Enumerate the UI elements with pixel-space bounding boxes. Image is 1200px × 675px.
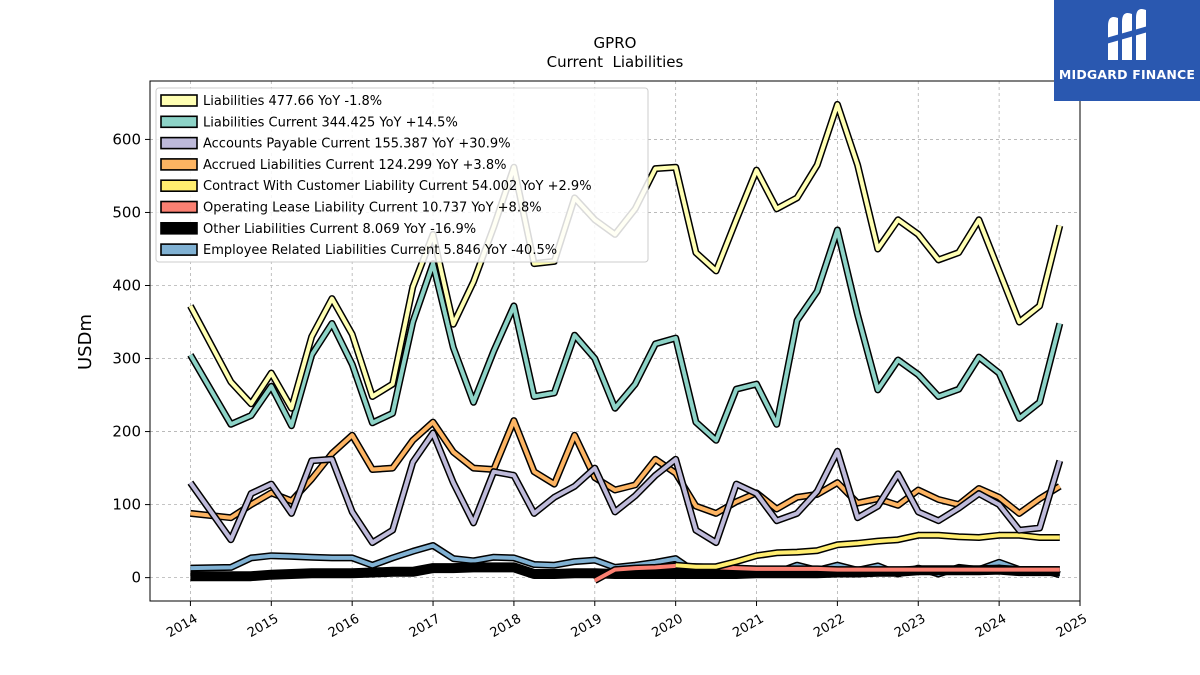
chart-title: GPRO — [594, 34, 637, 52]
legend-label: Liabilities 477.66 YoY -1.8% — [203, 94, 382, 109]
legend-label: Liabilities Current 344.425 YoY +14.5% — [203, 115, 458, 130]
legend-swatch — [160, 94, 198, 107]
series-operating-lease-liability-current — [593, 562, 1060, 584]
y-tick-label: 0 — [131, 569, 141, 587]
y-tick-label: 600 — [112, 130, 141, 148]
legend-item: Liabilities Current 344.425 YoY +14.5% — [160, 115, 458, 130]
series-line — [188, 228, 1062, 443]
series-liabilities-current — [187, 226, 1064, 444]
series-contract-with-customer-liability-current — [675, 531, 1060, 571]
x-tick-label: 2020 — [649, 611, 685, 641]
legend-swatch — [160, 222, 198, 235]
y-tick-label: 400 — [112, 276, 141, 294]
midgard-m-icon — [1106, 9, 1148, 60]
legend-swatch — [160, 179, 198, 192]
series-line — [188, 431, 1062, 545]
legend-item: Employee Related Liabilities Current 5.8… — [160, 243, 557, 258]
legend-swatch — [160, 200, 198, 214]
series-line — [593, 563, 1060, 583]
x-tick-label: 2025 — [1054, 611, 1090, 641]
x-tick-label: 2017 — [407, 611, 443, 641]
series-accrued-liabilities-current — [190, 417, 1062, 522]
legend-item: Operating Lease Liability Current 10.737… — [160, 200, 542, 216]
x-tick-label: 2021 — [730, 611, 766, 641]
legend-item: Liabilities 477.66 YoY -1.8% — [160, 94, 382, 109]
legend-swatch — [160, 136, 198, 150]
plot-frame — [149, 80, 1081, 602]
legend-label: Accounts Payable Current 155.387 YoY +30… — [203, 137, 511, 152]
x-tick-label: 2022 — [811, 611, 847, 641]
legend-label: Employee Related Liabilities Current 5.8… — [203, 243, 557, 258]
legend-box — [155, 87, 649, 263]
x-tick-label: 2018 — [488, 611, 524, 641]
x-tick-label: 2024 — [973, 611, 1009, 641]
series-line — [190, 418, 1061, 520]
legend-item: Accrued Liabilities Current 124.299 YoY … — [160, 158, 506, 173]
legend-label: Accrued Liabilities Current 124.299 YoY … — [203, 158, 506, 173]
legend-label: Operating Lease Liability Current 10.737… — [203, 201, 542, 216]
legend-label: Contract With Customer Liability Current… — [203, 179, 592, 194]
y-axis-label: USDm — [75, 314, 96, 370]
series-line — [675, 533, 1060, 569]
x-tick-label: 2019 — [569, 611, 605, 641]
x-tick-label: 2015 — [245, 611, 281, 641]
y-tick-label: 300 — [112, 350, 141, 368]
legend: Liabilities 477.66 YoY -1.8% Liabilities … — [155, 87, 649, 263]
x-tick-label: 2023 — [892, 611, 928, 641]
legend-swatch — [160, 158, 198, 171]
logo: MIDGARD FINANCE — [1054, 0, 1200, 101]
x-tick-label: 2016 — [326, 611, 362, 641]
y-tick-label: 200 — [112, 423, 141, 441]
legend-swatch — [160, 115, 198, 129]
series-accounts-payable-current — [187, 429, 1064, 547]
y-tick-label: 500 — [112, 203, 141, 221]
legend-swatch — [160, 243, 198, 256]
logo-text: MIDGARD FINANCE — [1058, 67, 1196, 82]
chart-subtitle: Current Liabilities — [547, 53, 684, 71]
x-tick-label: 2014 — [164, 611, 200, 641]
legend-label: Other Liabilities Current 8.069 YoY -16.… — [203, 222, 476, 237]
legend-item: Other Liabilities Current 8.069 YoY -16.… — [160, 222, 476, 237]
legend-item: Contract With Customer Liability Current… — [160, 179, 592, 194]
y-tick-label: 100 — [112, 496, 141, 514]
legend-item: Accounts Payable Current 155.387 YoY +30… — [160, 136, 511, 152]
